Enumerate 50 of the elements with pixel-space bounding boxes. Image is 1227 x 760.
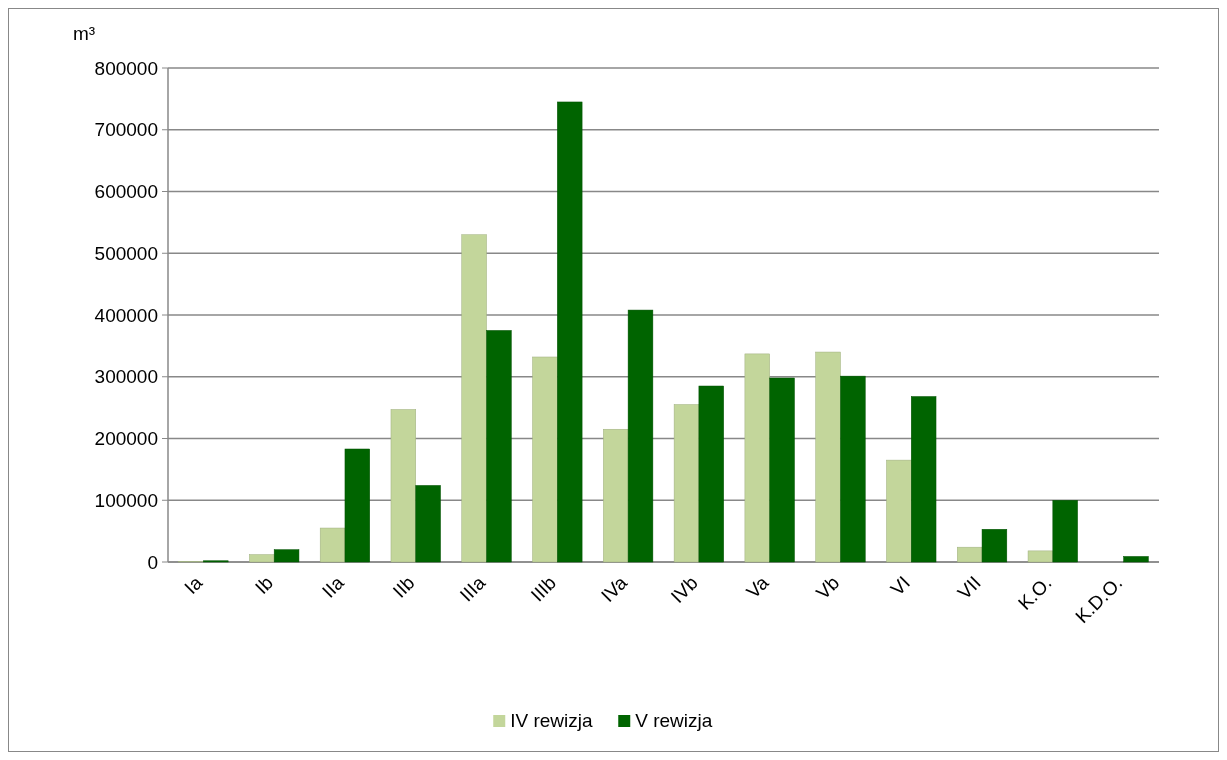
bar [886,459,912,563]
y-tick-label: 300000 [94,366,158,388]
y-tick-label: 200000 [94,428,158,450]
bar [486,330,512,563]
x-tick-label: IVa [596,571,632,606]
x-tick-label: Ia [180,571,207,599]
y-tick-label: 0 [147,551,158,573]
x-tick-label: VII [953,571,985,604]
y-tick-label: 400000 [94,304,158,326]
x-tick-label: IVb [666,571,702,607]
x-tick-label: IIa [318,571,349,602]
x-tick-label: Va [742,571,773,603]
bar [627,309,654,563]
bar [249,554,275,563]
legend-label: IV rewizja [510,710,594,731]
y-tick-label: 500000 [94,242,158,264]
x-tick-label: K.O. [1013,571,1056,614]
x-tick-label: IIIa [455,571,490,606]
bar [273,549,300,563]
y-axis-title: m³ [73,23,96,44]
bar [981,529,1008,563]
x-tick-label: IIIb [526,571,561,606]
bar [603,428,629,563]
x-tick-label: Ib [250,571,278,599]
y-tick-label: 700000 [94,119,158,141]
bar [957,546,983,563]
bar [461,234,487,563]
x-tick-label: Vb [812,571,844,604]
bar [415,485,441,563]
bar [673,404,700,563]
bar [344,448,370,563]
bar [840,375,866,563]
y-tick-label: 600000 [94,181,158,203]
bar [532,356,558,563]
bar [557,101,583,563]
bar [698,385,724,563]
x-tick-label: VI [886,571,915,600]
bar [1052,500,1078,563]
bar [815,351,841,563]
bar [1027,550,1054,563]
legend-label: V rewizja [635,710,713,731]
x-tick-label: IIb [388,571,419,602]
bar [390,409,416,563]
y-tick-label: 800000 [94,57,158,79]
bar [1123,556,1149,563]
bar [911,396,937,563]
bar [744,353,770,563]
bar [769,377,795,563]
y-tick-label: 100000 [94,489,158,511]
bar [319,527,346,563]
